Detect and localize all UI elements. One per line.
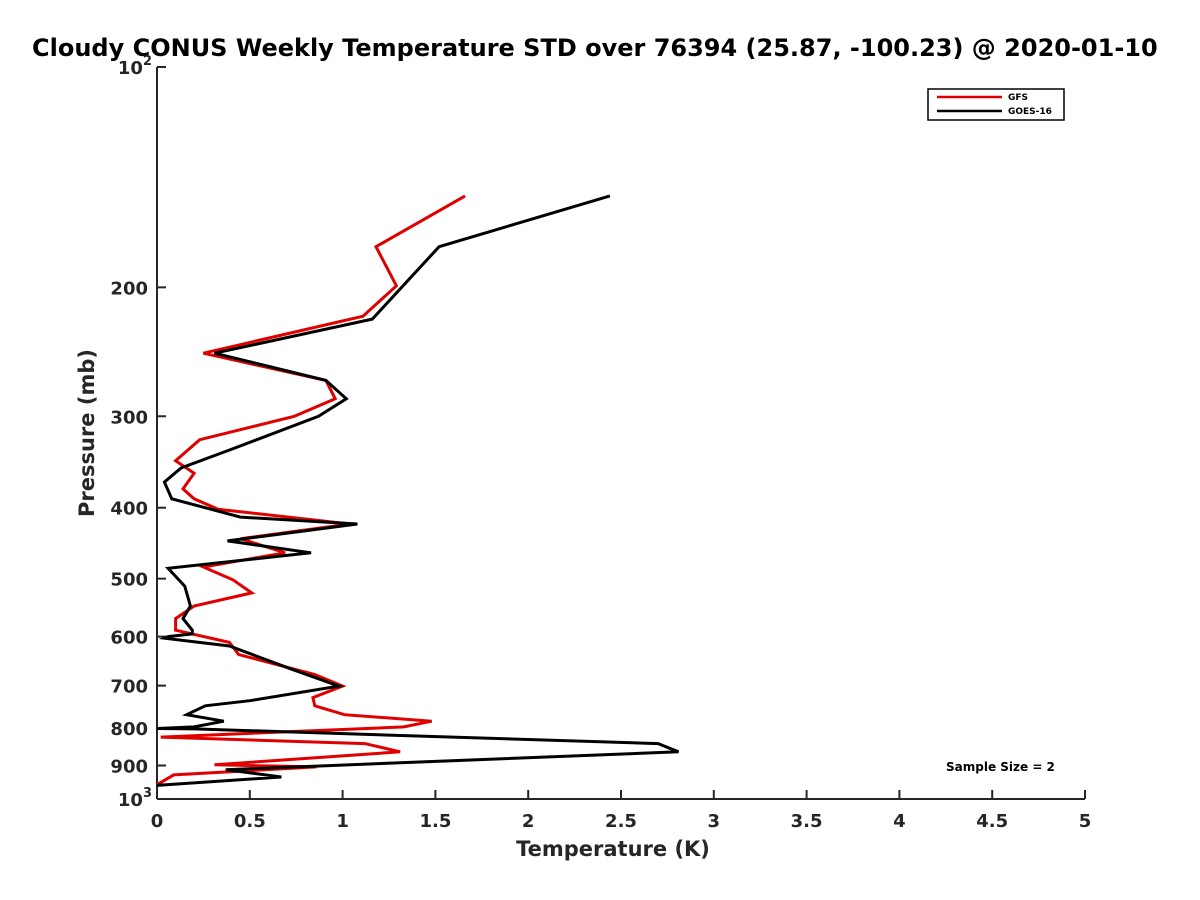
series-line-goes-16: [156, 194, 680, 787]
x-tick-label: 0: [151, 811, 164, 832]
y-tick-label: 200: [110, 278, 148, 299]
y-tick-label: 400: [110, 499, 148, 520]
x-tick-label: 0.5: [234, 811, 266, 832]
x-tick-label: 4.5: [976, 811, 1008, 832]
legend: GFS GOES-16: [927, 88, 1065, 121]
legend-label: GOES-16: [1008, 107, 1052, 117]
axes: 0 0.5 1 1.5 2 2.5 3 3.5 4 4.5 5 102 200 300 400 500 600 7…: [75, 54, 1091, 861]
y-tick-label: 900: [110, 757, 148, 778]
y-tick-label: 300: [110, 407, 148, 428]
sample-size-annotation: Sample Size = 2: [946, 760, 1055, 774]
x-tick-label: 2.5: [605, 811, 637, 832]
x-tick-label: 3.5: [791, 811, 823, 832]
y-tick-label: 600: [110, 628, 148, 649]
y-tick-label: 700: [110, 677, 148, 698]
series-line-gfs: [156, 194, 466, 786]
x-tick-label: 5: [1079, 811, 1092, 832]
x-tick-label: 1: [336, 811, 349, 832]
y-axis-label: Pressure (mb): [75, 349, 99, 517]
y-tick-label: 800: [110, 719, 148, 740]
y-tick-label: 500: [110, 570, 148, 591]
chart-title: Cloudy CONUS Weekly Temperature STD over…: [32, 34, 1158, 62]
y-tick-label: 102: [118, 54, 152, 79]
x-axis-label: Temperature (K): [516, 837, 710, 861]
series-group: [156, 194, 680, 787]
legend-label: GFS: [1008, 93, 1028, 103]
legend-box: [927, 88, 1065, 121]
x-tick-label: 1.5: [419, 811, 451, 832]
y-tick-label: 103: [118, 786, 152, 811]
x-tick-label: 2: [522, 811, 535, 832]
x-tick-label: 4: [893, 811, 906, 832]
x-tick-label: 3: [708, 811, 721, 832]
